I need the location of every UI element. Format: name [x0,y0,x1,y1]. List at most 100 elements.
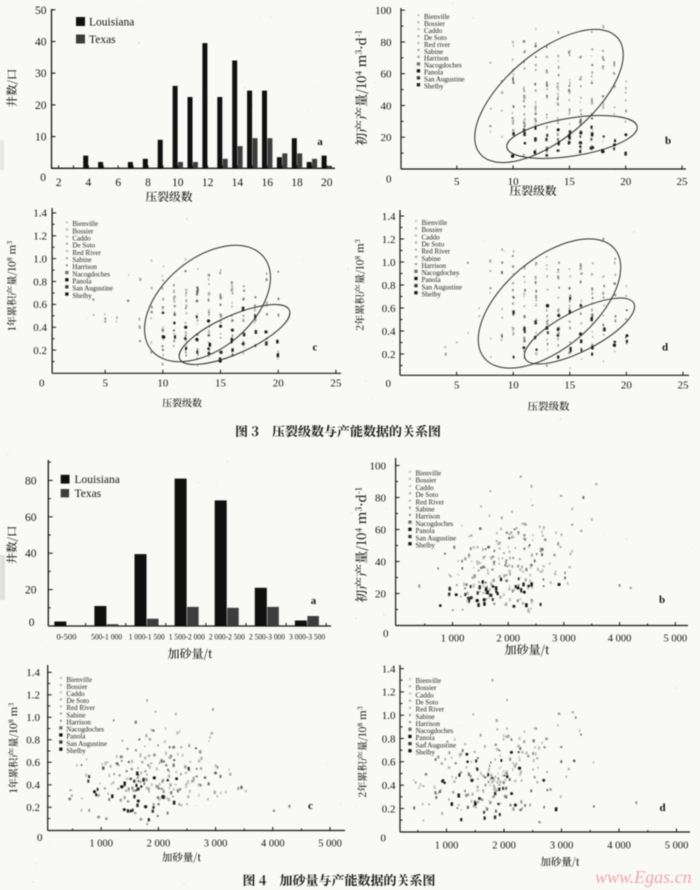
svg-text:0.2: 0.2 [382,803,396,815]
svg-text:d: d [659,802,665,814]
svg-text:0.8: 0.8 [33,276,47,288]
svg-text:De Soto: De Soto [416,491,439,499]
svg-text:Panola: Panola [416,734,436,742]
svg-text:b: b [659,594,665,606]
svg-text:Sabine: Sabine [422,255,441,263]
svg-text:5: 5 [102,378,108,390]
svg-text:Caddo: Caddo [422,233,441,241]
svg-text:5: 5 [454,176,460,188]
svg-text:1 000: 1 000 [441,634,465,645]
svg-text:De Soto: De Soto [72,242,95,250]
svg-text:www.Egas.cn: www.Egas.cn [595,867,692,887]
svg-text:80: 80 [375,492,387,504]
svg-text:De Soto: De Soto [422,240,445,248]
svg-text:Bienville: Bienville [416,470,442,478]
svg-text:Panola: Panola [416,527,436,535]
svg-text:100: 100 [370,460,387,472]
svg-text:0: 0 [383,628,389,640]
svg-text:Shelby: Shelby [66,747,86,755]
svg-text:20: 20 [35,100,47,112]
svg-text:San Augustine: San Augustine [66,740,107,748]
svg-text:1.0: 1.0 [382,710,396,722]
svg-text:c: c [313,342,318,354]
svg-text:0.4: 0.4 [26,780,40,792]
svg-text:1.0: 1.0 [382,257,396,269]
svg-text:40: 40 [375,556,387,568]
svg-text:1.0: 1.0 [26,712,40,724]
svg-text:0.8: 0.8 [26,735,40,747]
svg-text:2: 2 [56,177,62,189]
svg-text:15: 15 [564,380,576,392]
svg-text:1.2: 1.2 [26,690,40,702]
svg-text:0.6: 0.6 [26,757,40,769]
svg-text:25: 25 [678,380,690,392]
svg-text:0.6: 0.6 [33,299,47,311]
svg-text:Bienville: Bienville [424,13,450,21]
svg-text:0.8: 0.8 [382,280,396,292]
svg-text:15: 15 [564,176,576,188]
svg-text:2 500-3 000: 2 500-3 000 [249,633,285,642]
svg-text:Panola: Panola [72,278,92,286]
svg-text:1 500-2 000: 1 500-2 000 [169,633,205,642]
svg-text:Bienville: Bienville [66,676,92,684]
svg-text:25: 25 [677,176,689,188]
svg-text:Sabine: Sabine [66,711,85,719]
svg-text:18: 18 [291,177,303,189]
svg-text:40: 40 [25,548,37,560]
svg-text:Louisiana: Louisiana [89,17,134,29]
svg-text:Harrison: Harrison [416,720,441,728]
svg-text:San Augustine: San Augustine [72,285,113,293]
svg-text:0: 0 [386,378,392,390]
svg-text:Shelby: Shelby [424,83,444,91]
svg-text:Texas: Texas [89,34,116,46]
svg-text:0.4: 0.4 [33,322,47,334]
svg-text:50: 50 [35,5,47,17]
svg-text:b: b [665,135,671,147]
svg-text:0.4: 0.4 [382,326,396,338]
svg-text:Shelby: Shelby [416,749,436,757]
svg-text:Shelby: Shelby [416,542,436,550]
svg-text:20: 20 [321,177,333,189]
svg-text:0.6: 0.6 [382,757,396,769]
svg-text:1.2: 1.2 [382,234,396,246]
svg-text:Red River: Red River [72,249,101,257]
svg-text:2 000: 2 000 [147,839,171,850]
svg-text:Bienville: Bienville [422,219,448,227]
svg-text:4 000: 4 000 [261,839,285,850]
svg-text:Bienville: Bienville [416,677,442,685]
svg-text:25: 25 [330,378,342,390]
svg-text:60: 60 [381,69,393,81]
svg-text:0.2: 0.2 [382,349,396,361]
svg-text:Caddo: Caddo [416,691,435,699]
svg-text:60: 60 [25,512,37,524]
svg-text:Red River: Red River [416,706,445,714]
svg-text:Sabine: Sabine [424,48,443,56]
svg-text:14: 14 [232,177,244,189]
svg-text:Harrison: Harrison [66,719,91,727]
svg-text:0: 0 [381,833,387,845]
svg-text:5 000: 5 000 [665,841,689,852]
svg-text:Sabine: Sabine [416,506,435,514]
svg-text:Shelby: Shelby [72,292,92,300]
svg-text:8: 8 [145,177,151,189]
svg-text:1.2: 1.2 [33,231,47,243]
svg-text:Sabine: Sabine [72,256,91,264]
svg-text:c: c [308,800,313,812]
svg-text:1.4: 1.4 [382,211,396,223]
svg-text:0: 0 [37,832,43,844]
svg-text:De Soto: De Soto [424,34,447,42]
svg-text:0: 0 [386,174,392,186]
svg-text:20: 20 [375,588,387,600]
svg-text:10: 10 [157,378,169,390]
svg-text:Nacogdoches: Nacogdoches [422,269,460,277]
svg-text:Nacogdoches: Nacogdoches [424,62,462,70]
svg-text:Harrison: Harrison [424,55,449,63]
svg-text:Bossier: Bossier [422,226,444,234]
svg-text:40: 40 [35,37,47,49]
svg-text:Harrison: Harrison [72,263,97,271]
svg-text:Red River: Red River [66,704,95,712]
svg-text:5: 5 [454,380,460,392]
svg-text:San Augustine: San Augustine [422,283,463,291]
svg-text:2 000-2 500: 2 000-2 500 [209,633,245,642]
svg-text:Bienville: Bienville [72,220,98,228]
